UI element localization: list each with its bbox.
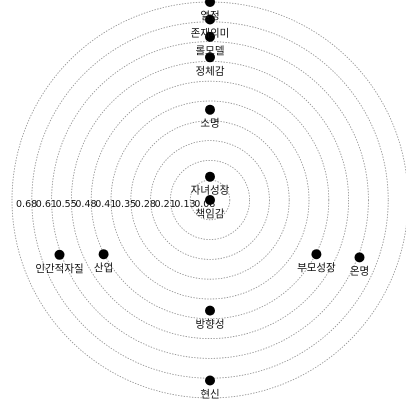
grid-ring — [169, 159, 250, 240]
data-points — [54, 0, 365, 386]
point-label: 방향성 — [196, 319, 225, 331]
point-label: 존재의미 — [191, 28, 230, 40]
point-label: 열정 — [200, 10, 219, 22]
point-label: 온명 — [350, 265, 369, 277]
r-tick-label: 0.08 — [194, 199, 215, 210]
point-label: 소명 — [200, 118, 219, 130]
data-point — [354, 252, 365, 263]
point-label: 현신 — [200, 389, 219, 401]
grid-ring — [31, 21, 389, 379]
r-tick-label: 0.13 — [174, 199, 195, 210]
grid-ring — [150, 140, 270, 260]
r-tick-label: 0.21 — [155, 199, 176, 210]
point-label: 정체감 — [196, 65, 225, 77]
radial-tick-labels: 0.080.130.210.280.350.410.480.550.610.68 — [16, 199, 215, 210]
r-tick-label: 0.68 — [16, 199, 37, 210]
grid-ring — [90, 80, 330, 320]
data-point — [205, 31, 215, 42]
r-tick-label: 0.28 — [135, 199, 156, 210]
data-point — [205, 0, 215, 7]
r-tick-label: 0.55 — [56, 199, 77, 210]
data-point — [205, 305, 215, 316]
point-label: 부모성장 — [297, 262, 336, 274]
data-point — [205, 375, 215, 386]
r-tick-label: 0.41 — [95, 199, 116, 210]
point-label: 자녀성장 — [191, 185, 230, 197]
data-point — [205, 14, 215, 25]
point-label: 롤모델 — [196, 45, 225, 57]
grid-ring — [110, 100, 310, 300]
r-tick-label: 0.48 — [75, 199, 96, 210]
point-label: 산업 — [94, 261, 113, 274]
data-point — [205, 104, 215, 115]
data-point — [205, 195, 215, 205]
r-tick-label: 0.35 — [115, 199, 136, 210]
data-point — [54, 249, 65, 260]
point-label: 책임감 — [196, 207, 225, 220]
data-point — [205, 171, 215, 182]
data-point — [98, 249, 109, 260]
point-label: 인간적자질 — [35, 263, 83, 275]
data-point — [205, 52, 215, 63]
r-tick-label: 0.61 — [36, 199, 57, 210]
data-point — [311, 249, 322, 260]
grid-ring — [130, 120, 290, 280]
